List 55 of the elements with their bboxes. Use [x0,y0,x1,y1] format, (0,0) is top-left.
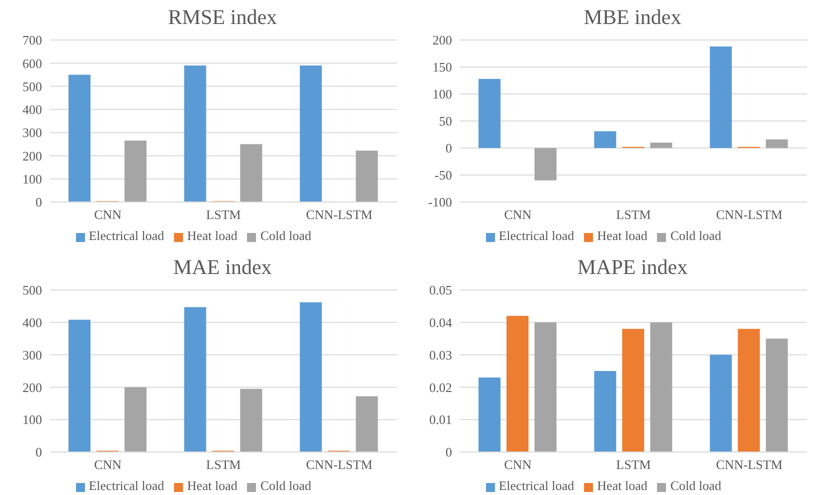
legend-label: Cold load [670,478,722,493]
y-tick-label: 0.03 [429,347,452,362]
y-tick-label: 50 [439,114,452,129]
x-tick-label: LSTM [206,207,242,222]
legend-label: Electrical load [498,478,574,493]
chart-title: MBE index [582,4,682,31]
x-tick-label: CNN-LSTM [716,207,783,222]
y-tick-label: 200 [432,32,452,48]
x-tick-label: LSTM [206,457,242,472]
y-tick-label: 100 [22,412,42,428]
legend-label: Cold load [260,478,312,493]
x-tick-label: LSTM [616,457,652,472]
y-tick-label: 100 [432,86,452,102]
y-tick-label: 400 [22,315,42,330]
y-tick-label: 300 [22,125,42,140]
y-tick-label: -100 [428,194,452,210]
y-tick-label: 100 [22,171,42,186]
legend-label: Cold load [260,228,312,243]
y-tick-label: 0 [446,140,452,156]
legend-label: Heat load [597,228,648,243]
x-tick-label: CNN-LSTM [306,457,373,472]
x-tick-label: CNN [94,457,122,472]
y-tick-label: 0 [446,444,452,460]
chart-title: MAE index [172,254,273,281]
y-tick-label: 200 [22,380,42,395]
y-tick-label: 0.05 [429,282,452,298]
x-tick-label: CNN-LSTM [306,207,373,222]
y-tick-label: 0.04 [429,315,452,330]
y-tick-label: 300 [22,347,42,362]
y-tick-label: 0.01 [429,412,452,428]
y-tick-label: 500 [22,78,42,94]
y-tick-label: 500 [22,282,42,298]
x-tick-label: CNN [94,207,122,222]
chart-title: RMSE index [166,4,278,31]
x-tick-label: CNN [504,457,532,472]
y-tick-label: -50 [434,168,452,183]
legend-label: Heat load [187,478,238,493]
legend-label: Cold load [670,228,722,243]
legend-label: Heat load [597,478,648,493]
y-tick-label: 0.02 [429,380,452,395]
y-tick-label: 0 [36,194,42,210]
x-tick-label: CNN-LSTM [716,457,783,472]
y-tick-label: 600 [22,56,42,71]
y-tick-label: 400 [22,102,42,118]
legend-label: Electrical load [88,228,164,243]
chart-title: MAPE index [576,254,689,281]
legend-label: Heat load [187,228,238,243]
legend-label: Electrical load [498,228,574,243]
y-tick-label: 150 [432,60,452,75]
legend-label: Electrical load [88,478,164,493]
x-tick-label: LSTM [616,207,652,222]
y-tick-label: 0 [36,444,42,460]
x-tick-label: CNN [504,207,532,222]
y-tick-label: 700 [22,32,42,48]
y-tick-label: 200 [22,148,42,164]
